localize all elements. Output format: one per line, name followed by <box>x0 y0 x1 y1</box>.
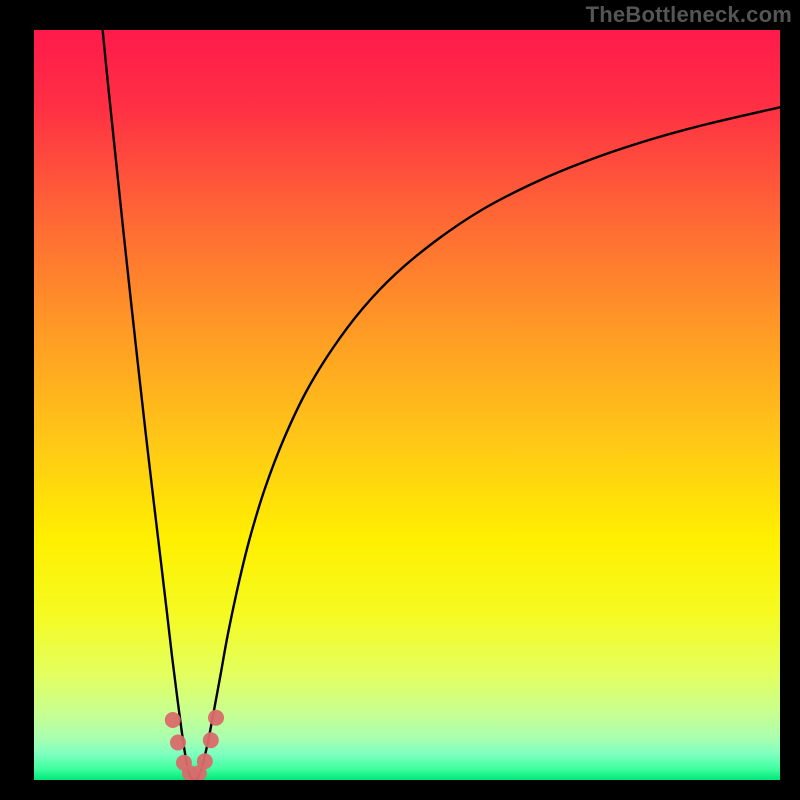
marker-dot <box>170 735 186 751</box>
chart-svg <box>34 30 780 780</box>
chart-frame: TheBottleneck.com <box>0 0 800 800</box>
plot-area <box>34 30 780 780</box>
marker-dot <box>165 712 181 728</box>
watermark-text: TheBottleneck.com <box>586 2 792 28</box>
marker-dot <box>203 732 219 748</box>
gradient-background <box>34 30 780 780</box>
marker-dot <box>197 753 213 769</box>
marker-dot <box>208 710 224 726</box>
